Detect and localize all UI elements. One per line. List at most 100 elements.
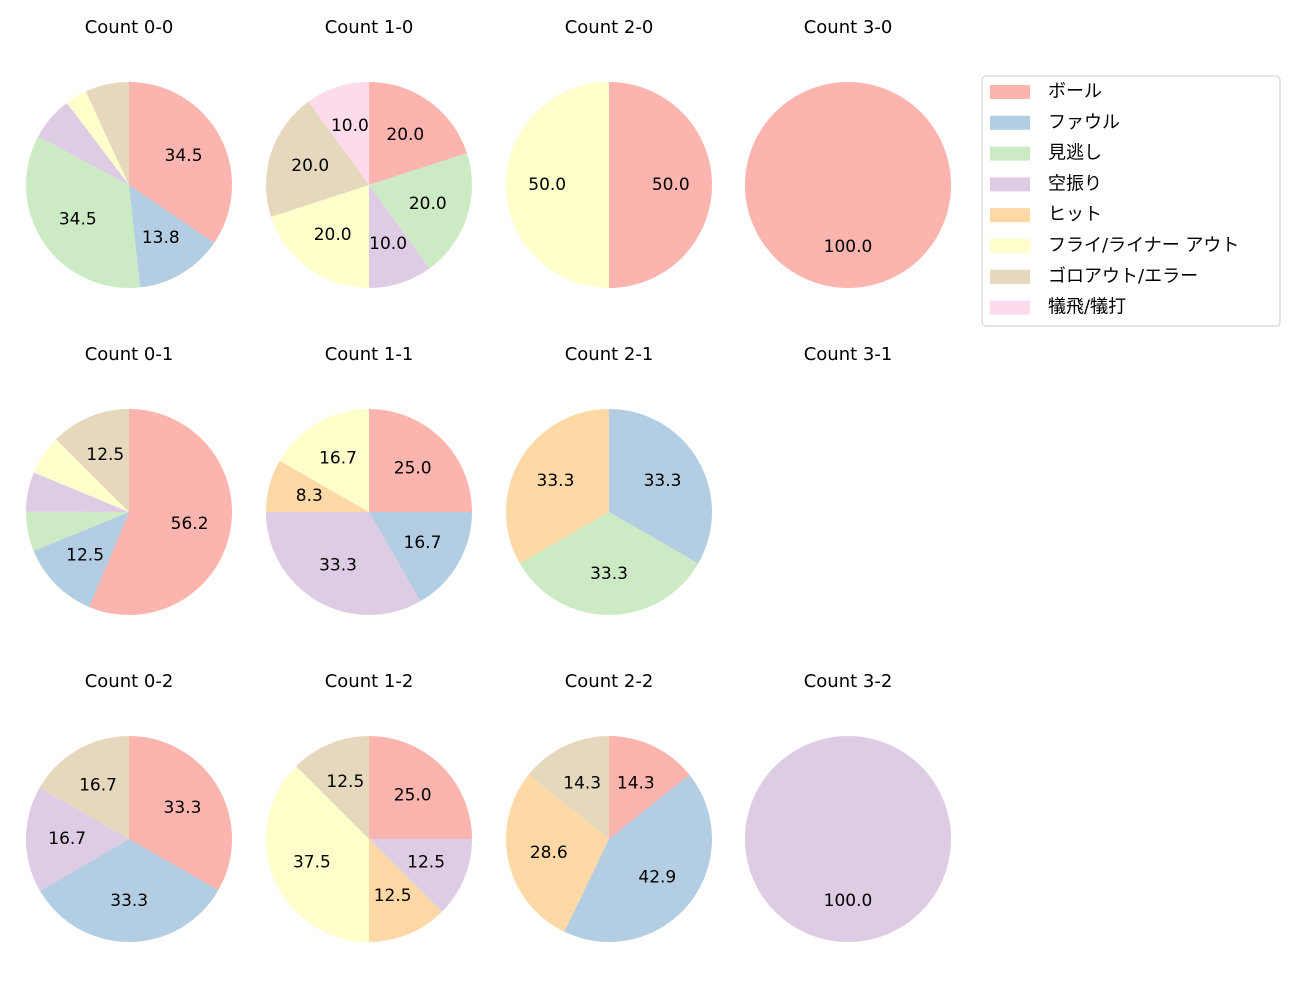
- pie-slice: [266, 460, 369, 512]
- pie-slice: [25, 136, 140, 288]
- pie-slice: [609, 409, 712, 564]
- data-label: 33.3: [319, 555, 357, 575]
- pie-slice: [369, 839, 442, 942]
- pie-slice: [528, 736, 609, 839]
- legend-label: 犠飛/犠打: [1048, 297, 1126, 318]
- data-label: 16.7: [404, 533, 442, 553]
- data-label: 12.5: [407, 853, 445, 873]
- chart-title: Count 3-1: [804, 344, 893, 365]
- data-label: 28.6: [530, 843, 568, 863]
- pie-slice: [26, 472, 129, 512]
- pie-slice: [129, 736, 232, 891]
- data-label: 42.9: [638, 868, 676, 888]
- data-label: 20.0: [314, 225, 352, 245]
- data-label: 14.3: [563, 773, 601, 793]
- pie-slice: [308, 82, 369, 185]
- data-label: 100.0: [824, 237, 873, 257]
- legend-label: ゴロアウト/エラー: [1048, 266, 1198, 287]
- pie-slice: [506, 82, 609, 288]
- chart-title: Count 3-2: [804, 671, 893, 692]
- pie-slice: [369, 409, 472, 512]
- data-label: 16.7: [79, 776, 117, 796]
- legend-swatch: [990, 269, 1030, 284]
- chart-title: Count 3-0: [804, 17, 893, 38]
- legend-label: 見逃し: [1048, 143, 1102, 164]
- legend-swatch: [990, 115, 1030, 130]
- pie-slice: [745, 736, 951, 942]
- data-label: 25.0: [394, 458, 432, 478]
- chart-title: Count 1-1: [325, 344, 414, 365]
- data-label: 13.8: [142, 228, 180, 248]
- data-label: 50.0: [528, 175, 566, 195]
- pie-slice: [66, 91, 129, 185]
- pie-slice: [129, 82, 232, 243]
- pie-slice: [266, 512, 421, 615]
- legend-swatch: [990, 146, 1030, 161]
- pie-slice: [40, 839, 219, 942]
- data-label: 25.0: [394, 785, 432, 805]
- pie-slice: [271, 185, 369, 288]
- chart-title: Count 2-0: [565, 17, 654, 38]
- legend-swatch: [990, 177, 1030, 192]
- data-label: 100.0: [824, 891, 873, 911]
- data-label: 20.0: [291, 156, 329, 176]
- data-label: 12.5: [66, 545, 104, 565]
- data-label: 34.5: [165, 146, 203, 166]
- data-label: 33.3: [590, 564, 628, 584]
- data-label: 34.5: [59, 210, 97, 230]
- chart-title: Count 1-2: [325, 671, 414, 692]
- pie-slice: [369, 512, 472, 602]
- data-label: 50.0: [652, 175, 690, 195]
- pie-slice: [89, 409, 232, 616]
- legend-swatch: [990, 239, 1030, 253]
- chart-title: Count 0-1: [85, 344, 174, 365]
- data-label: 56.2: [171, 514, 209, 534]
- legend-box: [981, 75, 1281, 327]
- data-label: 8.3: [296, 486, 323, 506]
- legend-label: ヒット: [1048, 204, 1102, 225]
- pie-slice: [369, 185, 430, 288]
- chart-title: Count 2-1: [565, 344, 654, 365]
- pie-slice: [39, 736, 129, 839]
- data-label: 12.5: [326, 772, 364, 792]
- data-label: 10.0: [331, 116, 369, 136]
- pie-slice: [506, 774, 609, 932]
- data-label: 20.0: [386, 125, 424, 145]
- pie-slice: [26, 511, 129, 551]
- legend-label: ボール: [1048, 81, 1102, 102]
- pie-slice: [745, 82, 951, 288]
- pie-slice: [296, 736, 369, 839]
- pie-slice: [266, 766, 369, 942]
- legend-swatch: [990, 85, 1030, 99]
- pie-slice: [85, 82, 129, 185]
- pie-slice: [369, 839, 472, 912]
- pie-slice: [56, 409, 129, 512]
- legend-label: ファウル: [1048, 112, 1120, 133]
- data-label: 16.7: [319, 449, 357, 469]
- data-label: 10.0: [369, 234, 407, 254]
- data-label: 12.5: [86, 445, 124, 465]
- legend-label: フライ/ライナー アウト: [1048, 235, 1239, 256]
- chart-title: Count 1-0: [325, 17, 414, 38]
- pie-slice: [564, 774, 712, 942]
- pie-slice: [38, 102, 129, 185]
- data-label: 16.7: [48, 829, 86, 849]
- chart-title: Count 2-2: [565, 671, 654, 692]
- pie-slice: [129, 185, 215, 288]
- pie-slice: [33, 512, 129, 608]
- pie-slice: [369, 153, 472, 269]
- pie-slice: [609, 736, 690, 839]
- data-label: 33.3: [164, 798, 202, 818]
- pie-slice: [266, 101, 369, 217]
- data-label: 37.5: [293, 853, 331, 873]
- data-label: 12.5: [374, 886, 412, 906]
- chart-title: Count 0-0: [85, 17, 174, 38]
- data-label: 20.0: [409, 194, 447, 214]
- chart-title: Count 0-2: [85, 671, 174, 692]
- pie-slice: [506, 409, 609, 564]
- pie-slice: [26, 787, 129, 891]
- data-label: 33.3: [644, 471, 682, 491]
- legend-swatch: [990, 208, 1030, 223]
